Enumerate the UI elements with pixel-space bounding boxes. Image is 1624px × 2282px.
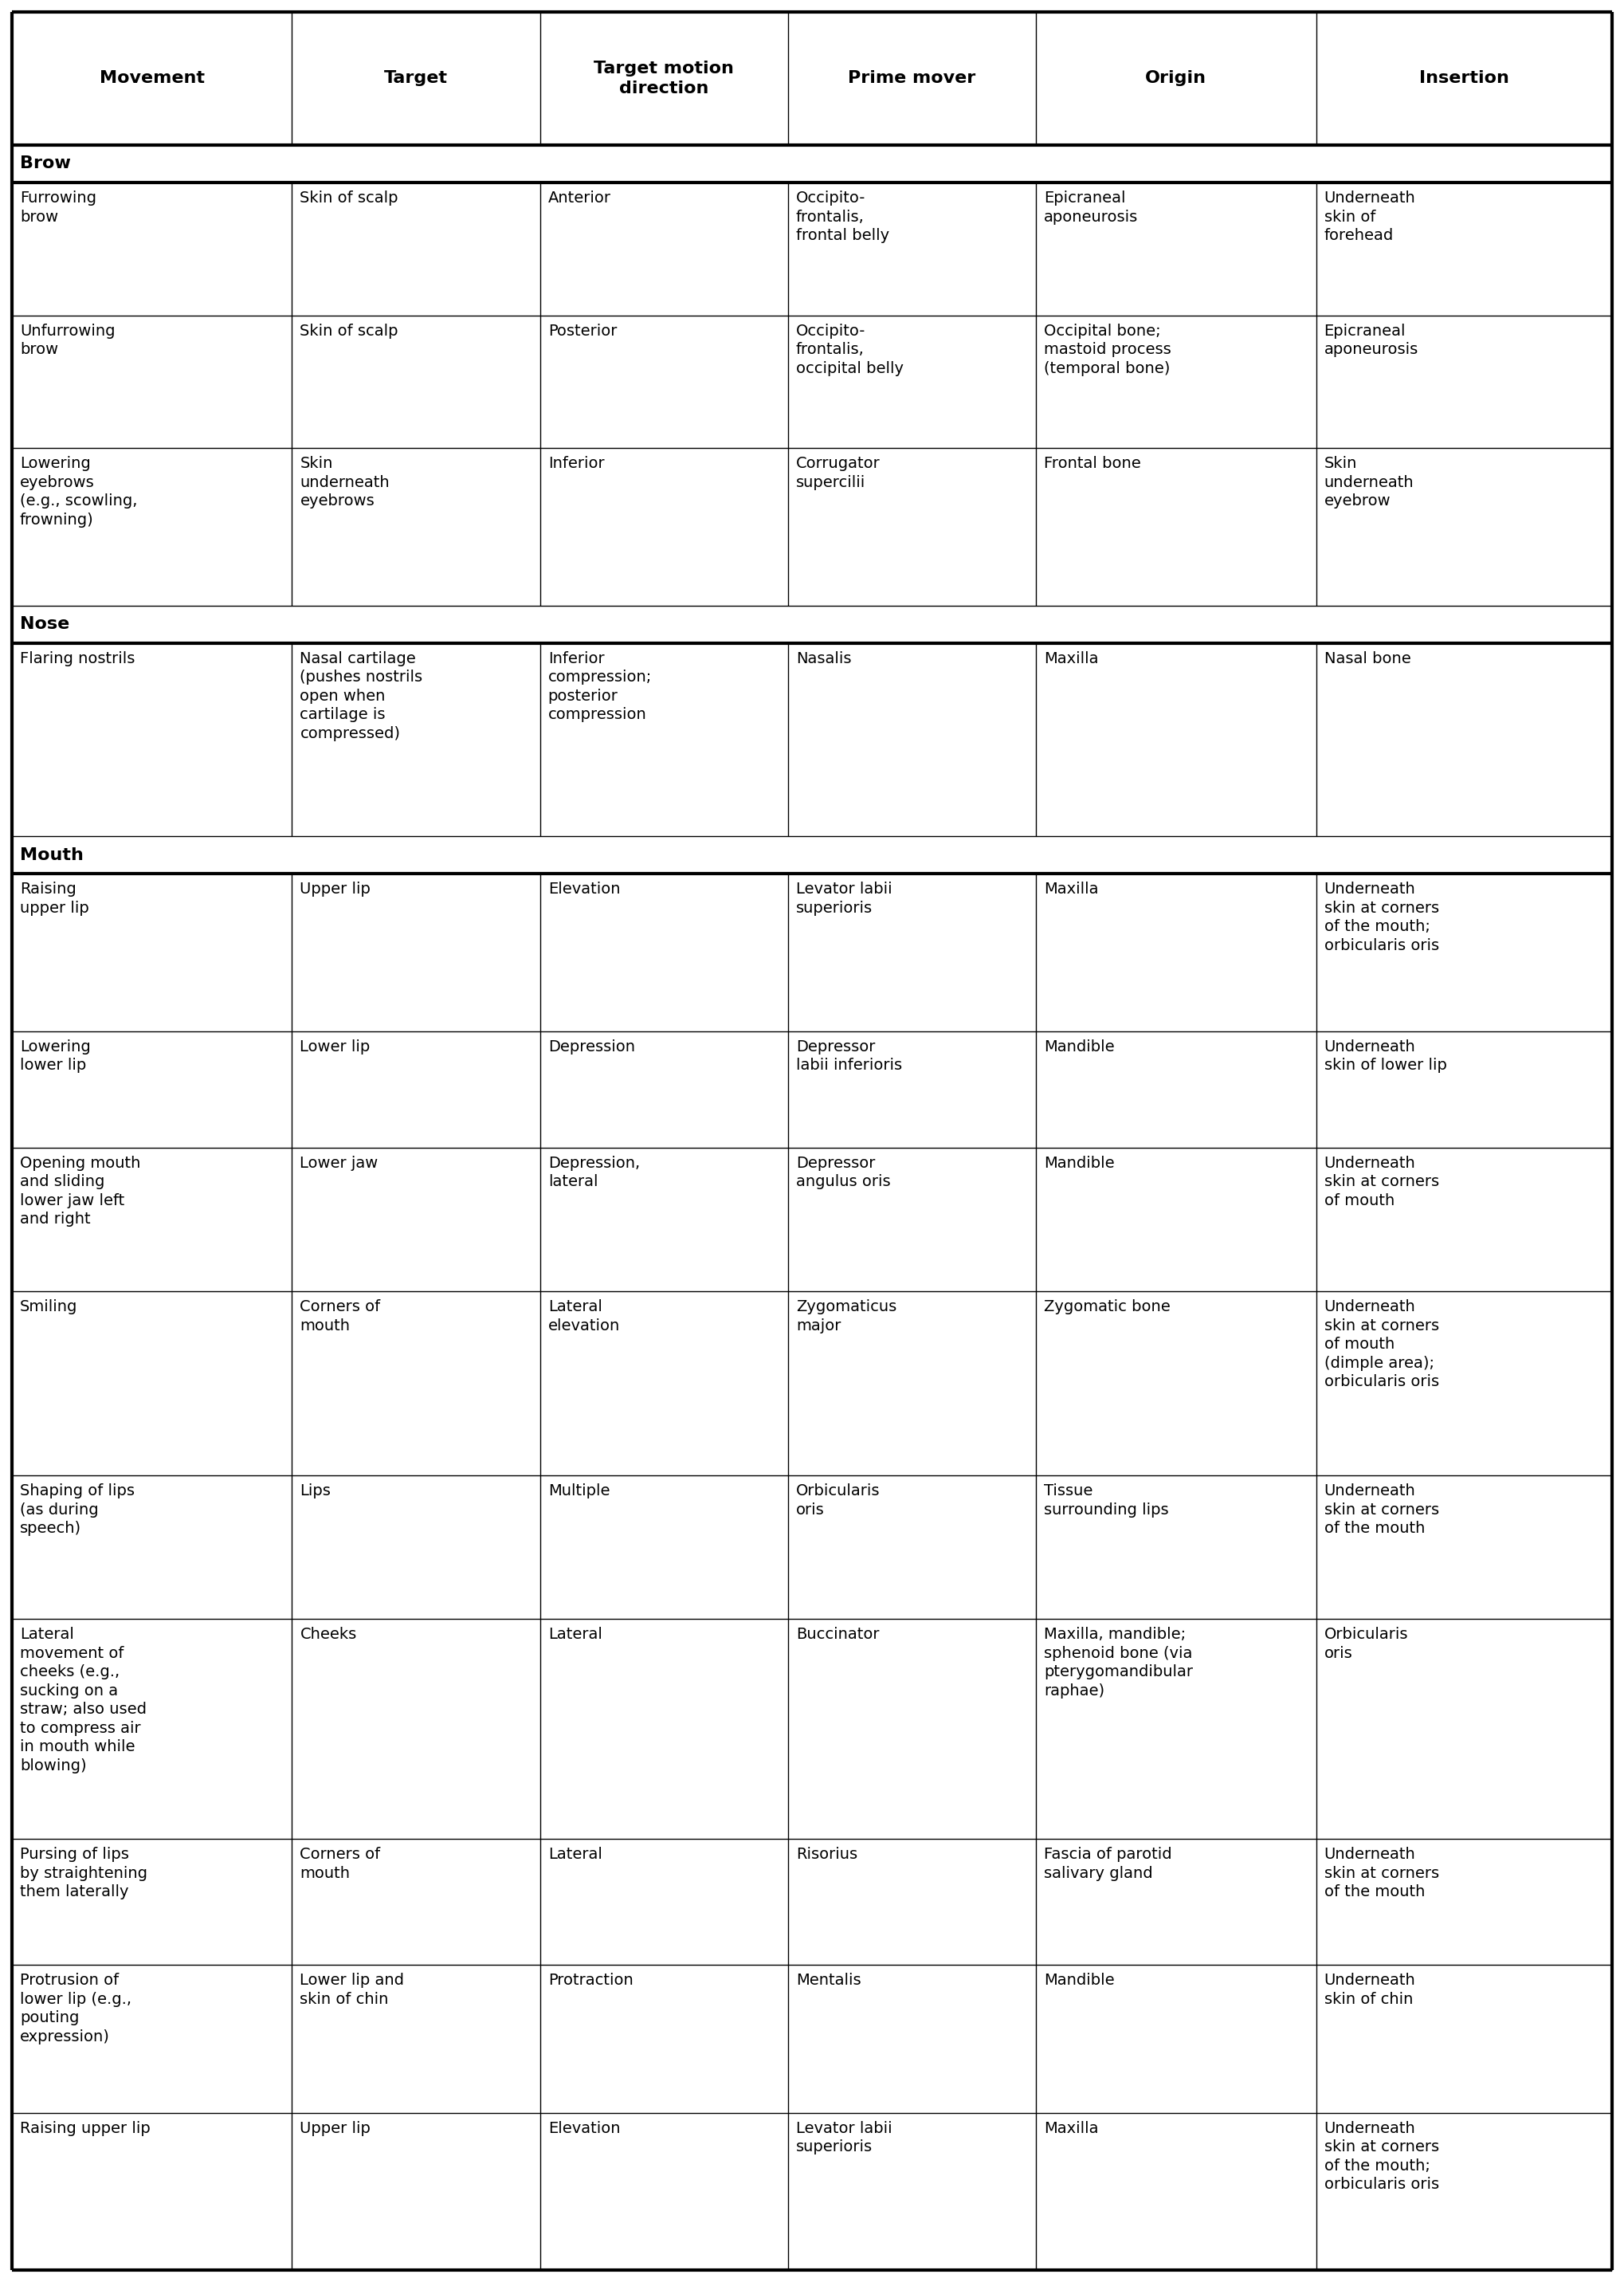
- Text: Raising upper lip: Raising upper lip: [19, 2120, 151, 2136]
- Text: Levator labii
superioris: Levator labii superioris: [796, 2120, 892, 2154]
- Text: Maxilla: Maxilla: [1044, 650, 1098, 666]
- Text: Skin
underneath
eyebrow: Skin underneath eyebrow: [1324, 456, 1415, 509]
- Text: Occipito-
frontalis,
occipital belly: Occipito- frontalis, occipital belly: [796, 324, 903, 377]
- Text: Lateral
elevation: Lateral elevation: [547, 1298, 620, 1333]
- Text: Target motion
direction: Target motion direction: [594, 62, 734, 96]
- Text: Elevation: Elevation: [547, 2120, 620, 2136]
- Text: Nasalis: Nasalis: [796, 650, 851, 666]
- Text: Anterior: Anterior: [547, 189, 611, 205]
- Text: Cheeks: Cheeks: [300, 1627, 357, 1643]
- Text: Maxilla, mandible;
sphenoid bone (via
pterygomandibular
raphae): Maxilla, mandible; sphenoid bone (via pt…: [1044, 1627, 1194, 1698]
- Text: Lowering
lower lip: Lowering lower lip: [19, 1038, 91, 1073]
- Text: Mouth: Mouth: [19, 847, 83, 863]
- Text: Lateral: Lateral: [547, 1846, 603, 1862]
- Text: Mandible: Mandible: [1044, 1972, 1114, 1988]
- Text: Inferior
compression;
posterior
compression: Inferior compression; posterior compress…: [547, 650, 651, 723]
- Text: Skin of scalp: Skin of scalp: [300, 189, 398, 205]
- Text: Lower lip and
skin of chin: Lower lip and skin of chin: [300, 1972, 404, 2006]
- Text: Inferior: Inferior: [547, 456, 604, 472]
- Text: Underneath
skin at corners
of the mouth;
orbicularis oris: Underneath skin at corners of the mouth;…: [1324, 2120, 1439, 2193]
- Text: Raising
upper lip: Raising upper lip: [19, 881, 89, 915]
- Text: Mentalis: Mentalis: [796, 1972, 861, 1988]
- Text: Fascia of parotid
salivary gland: Fascia of parotid salivary gland: [1044, 1846, 1173, 1880]
- Text: Skin
underneath
eyebrows: Skin underneath eyebrows: [300, 456, 390, 509]
- Text: Smiling: Smiling: [19, 1298, 78, 1314]
- Text: Buccinator: Buccinator: [796, 1627, 879, 1643]
- Text: Frontal bone: Frontal bone: [1044, 456, 1142, 472]
- Text: Corners of
mouth: Corners of mouth: [300, 1298, 380, 1333]
- Text: Epicraneal
aponeurosis: Epicraneal aponeurosis: [1044, 189, 1138, 224]
- Text: Zygomatic bone: Zygomatic bone: [1044, 1298, 1171, 1314]
- Text: Elevation: Elevation: [547, 881, 620, 897]
- Text: Flaring nostrils: Flaring nostrils: [19, 650, 135, 666]
- Text: Underneath
skin of chin: Underneath skin of chin: [1324, 1972, 1416, 2006]
- Text: Origin: Origin: [1145, 71, 1207, 87]
- Text: Posterior: Posterior: [547, 324, 617, 338]
- Text: Movement: Movement: [99, 71, 205, 87]
- Text: Lateral: Lateral: [547, 1627, 603, 1643]
- Text: Nasal cartilage
(pushes nostrils
open when
cartilage is
compressed): Nasal cartilage (pushes nostrils open wh…: [300, 650, 422, 742]
- Text: Depression,
lateral: Depression, lateral: [547, 1155, 640, 1189]
- Text: Target: Target: [385, 71, 448, 87]
- Text: Depression: Depression: [547, 1038, 635, 1054]
- Text: Lower lip: Lower lip: [300, 1038, 370, 1054]
- Text: Depressor
angulus oris: Depressor angulus oris: [796, 1155, 890, 1189]
- Text: Brow: Brow: [19, 155, 71, 171]
- Text: Epicraneal
aponeurosis: Epicraneal aponeurosis: [1324, 324, 1418, 358]
- Text: Underneath
skin of
forehead: Underneath skin of forehead: [1324, 189, 1416, 244]
- Text: Protraction: Protraction: [547, 1972, 633, 1988]
- Text: Corners of
mouth: Corners of mouth: [300, 1846, 380, 1880]
- Text: Tissue
surrounding lips: Tissue surrounding lips: [1044, 1483, 1169, 1518]
- Text: Lowering
eyebrows
(e.g., scowling,
frowning): Lowering eyebrows (e.g., scowling, frown…: [19, 456, 138, 527]
- Text: Pursing of lips
by straightening
them laterally: Pursing of lips by straightening them la…: [19, 1846, 148, 1899]
- Text: Nasal bone: Nasal bone: [1324, 650, 1411, 666]
- Text: Underneath
skin at corners
of the mouth;
orbicularis oris: Underneath skin at corners of the mouth;…: [1324, 881, 1439, 954]
- Text: Protrusion of
lower lip (e.g.,
pouting
expression): Protrusion of lower lip (e.g., pouting e…: [19, 1972, 132, 2045]
- Text: Depressor
labii inferioris: Depressor labii inferioris: [796, 1038, 901, 1073]
- Text: Occipito-
frontalis,
frontal belly: Occipito- frontalis, frontal belly: [796, 189, 890, 244]
- Text: Risorius: Risorius: [796, 1846, 857, 1862]
- Text: Upper lip: Upper lip: [300, 881, 370, 897]
- Text: Lower jaw: Lower jaw: [300, 1155, 378, 1171]
- Text: Nose: Nose: [19, 616, 70, 632]
- Text: Underneath
skin at corners
of the mouth: Underneath skin at corners of the mouth: [1324, 1846, 1439, 1899]
- Text: Underneath
skin at corners
of mouth: Underneath skin at corners of mouth: [1324, 1155, 1439, 1207]
- Text: Corrugator
supercilii: Corrugator supercilii: [796, 456, 880, 491]
- Text: Upper lip: Upper lip: [300, 2120, 370, 2136]
- Text: Lips: Lips: [300, 1483, 331, 1499]
- Text: Occipital bone;
mastoid process
(temporal bone): Occipital bone; mastoid process (tempora…: [1044, 324, 1171, 377]
- Text: Furrowing
brow: Furrowing brow: [19, 189, 96, 224]
- Text: Underneath
skin at corners
of mouth
(dimple area);
orbicularis oris: Underneath skin at corners of mouth (dim…: [1324, 1298, 1439, 1390]
- Text: Zygomaticus
major: Zygomaticus major: [796, 1298, 896, 1333]
- Text: Prime mover: Prime mover: [848, 71, 976, 87]
- Text: Skin of scalp: Skin of scalp: [300, 324, 398, 338]
- Text: Maxilla: Maxilla: [1044, 2120, 1098, 2136]
- Text: Multiple: Multiple: [547, 1483, 609, 1499]
- Text: Mandible: Mandible: [1044, 1155, 1114, 1171]
- Text: Levator labii
superioris: Levator labii superioris: [796, 881, 892, 915]
- Text: Maxilla: Maxilla: [1044, 881, 1098, 897]
- Text: Orbicularis
oris: Orbicularis oris: [796, 1483, 880, 1518]
- Text: Underneath
skin of lower lip: Underneath skin of lower lip: [1324, 1038, 1447, 1073]
- Text: Mandible: Mandible: [1044, 1038, 1114, 1054]
- Text: Orbicularis
oris: Orbicularis oris: [1324, 1627, 1408, 1661]
- Text: Shaping of lips
(as during
speech): Shaping of lips (as during speech): [19, 1483, 135, 1536]
- Text: Unfurrowing
brow: Unfurrowing brow: [19, 324, 115, 358]
- Text: Lateral
movement of
cheeks (e.g.,
sucking on a
straw; also used
to compress air
: Lateral movement of cheeks (e.g., suckin…: [19, 1627, 146, 1773]
- Text: Opening mouth
and sliding
lower jaw left
and right: Opening mouth and sliding lower jaw left…: [19, 1155, 141, 1228]
- Text: Insertion: Insertion: [1419, 71, 1509, 87]
- Text: Underneath
skin at corners
of the mouth: Underneath skin at corners of the mouth: [1324, 1483, 1439, 1536]
